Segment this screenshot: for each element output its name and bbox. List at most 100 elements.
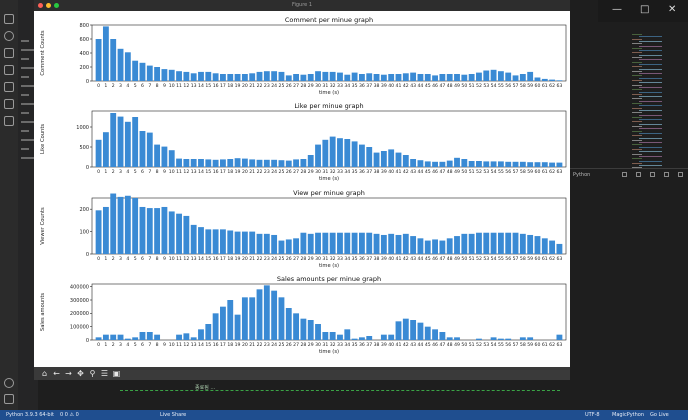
- maximize-panel-icon[interactable]: [664, 172, 669, 177]
- x-tick-label: 59: [527, 256, 533, 262]
- run-debug-icon[interactable]: [4, 65, 14, 75]
- x-tick-label: 9: [163, 83, 166, 89]
- x-tick-label: 28: [300, 169, 306, 175]
- x-tick-label: 19: [235, 256, 241, 262]
- x-tick-label: 41: [396, 342, 402, 348]
- language-mode[interactable]: MagicPython: [612, 412, 645, 418]
- bar: [505, 72, 512, 81]
- x-axis-label: time (s): [319, 90, 339, 96]
- x-tick-label: 9: [163, 342, 166, 348]
- x-tick-label: 63: [556, 256, 562, 262]
- explorer-item[interactable]: [21, 94, 29, 96]
- x-tick-label: 43: [410, 169, 416, 175]
- bar: [519, 74, 526, 81]
- testing-icon[interactable]: [4, 116, 14, 126]
- bar: [190, 73, 197, 81]
- code-line: [639, 68, 662, 70]
- panel-tab-label[interactable]: Python: [573, 172, 591, 178]
- explorer-item[interactable]: [21, 85, 34, 87]
- close-icon[interactable]: ✕: [668, 4, 677, 15]
- bar: [139, 332, 146, 340]
- y-tick-label: 100: [79, 229, 89, 235]
- x-tick-label: 27: [293, 83, 299, 89]
- x-tick-label: 46: [432, 342, 438, 348]
- remote-explorer-icon[interactable]: [4, 99, 14, 109]
- bar: [417, 74, 424, 81]
- explorer-item[interactable]: [21, 139, 34, 141]
- close-panel-icon[interactable]: [678, 172, 683, 177]
- zoom-icon[interactable]: ⚲: [89, 369, 96, 378]
- y-tick-label: 100000: [70, 324, 89, 330]
- explorer-item[interactable]: [21, 103, 34, 105]
- home-icon[interactable]: ⌂: [41, 369, 48, 378]
- x-tick-label: 21: [249, 342, 255, 348]
- bar: [366, 336, 373, 340]
- explorer-item[interactable]: [21, 49, 34, 51]
- x-tick-label: 55: [498, 342, 504, 348]
- zoom-dot-icon[interactable]: [54, 3, 59, 8]
- go-live-button[interactable]: Go Live: [650, 412, 669, 418]
- bar: [139, 62, 146, 81]
- bar: [344, 74, 351, 81]
- bar: [373, 233, 380, 254]
- explorer-item[interactable]: [21, 148, 29, 150]
- account-icon[interactable]: [4, 378, 14, 388]
- source-control-icon[interactable]: [4, 48, 14, 58]
- explorer-item[interactable]: [21, 67, 34, 69]
- bar: [205, 229, 212, 254]
- explorer-item[interactable]: [21, 40, 29, 42]
- explorer-item[interactable]: [21, 76, 29, 78]
- live-share-button[interactable]: Live Share: [160, 412, 187, 418]
- x-tick-label: 59: [527, 342, 533, 348]
- problems-counter[interactable]: 0 0 ⚠ 0: [60, 412, 79, 418]
- explorer-item[interactable]: [21, 121, 34, 123]
- y-axis-label: Sales amounts: [40, 293, 46, 331]
- x-tick-label: 35: [352, 256, 358, 262]
- x-tick-label: 43: [410, 256, 416, 262]
- close-dot-icon[interactable]: [38, 3, 43, 8]
- x-tick-label: 7: [148, 169, 151, 175]
- search-icon[interactable]: [4, 31, 14, 41]
- encoding-indicator[interactable]: UTF-8: [585, 412, 600, 418]
- code-line: [639, 151, 662, 153]
- bar: [176, 334, 182, 340]
- maximize-icon[interactable]: □: [640, 4, 650, 15]
- minimize-icon[interactable]: —: [612, 4, 622, 15]
- forward-icon[interactable]: →: [65, 369, 72, 378]
- python-interpreter[interactable]: Python 3.9.3 64-bit: [6, 412, 54, 418]
- explorer-item[interactable]: [21, 157, 34, 159]
- x-tick-label: 0: [97, 83, 100, 89]
- extensions-icon[interactable]: [4, 82, 14, 92]
- code-line: [639, 146, 662, 148]
- bar: [132, 117, 139, 167]
- bar: [351, 232, 358, 254]
- x-tick-label: 50: [461, 169, 467, 175]
- x-tick-label: 11: [176, 256, 182, 262]
- configure-icon[interactable]: ☰: [100, 369, 109, 378]
- bar: [329, 332, 336, 340]
- bar: [95, 139, 102, 167]
- x-tick-label: 8: [156, 342, 159, 348]
- explorer-item[interactable]: [21, 130, 29, 132]
- split-terminal-icon[interactable]: [636, 172, 641, 177]
- code-line: [639, 137, 662, 139]
- x-tick-label: 3: [119, 256, 122, 262]
- bar: [468, 161, 475, 167]
- minimize-dot-icon[interactable]: [46, 3, 51, 8]
- kill-terminal-icon[interactable]: [650, 172, 655, 177]
- pan-icon[interactable]: ✥: [77, 369, 84, 378]
- bar: [263, 285, 270, 340]
- bar: [527, 337, 534, 340]
- code-line: [632, 126, 642, 127]
- settings-gear-icon[interactable]: [4, 394, 14, 404]
- explorer-item[interactable]: [21, 58, 29, 60]
- bar: [146, 332, 153, 340]
- bar: [505, 338, 512, 340]
- x-tick-label: 33: [337, 169, 343, 175]
- back-icon[interactable]: ←: [53, 369, 60, 378]
- x-tick-label: 15: [205, 256, 211, 262]
- save-icon[interactable]: ▣: [112, 369, 121, 378]
- explorer-icon[interactable]: [4, 14, 14, 24]
- explorer-item[interactable]: [21, 112, 29, 114]
- add-terminal-icon[interactable]: [622, 172, 627, 177]
